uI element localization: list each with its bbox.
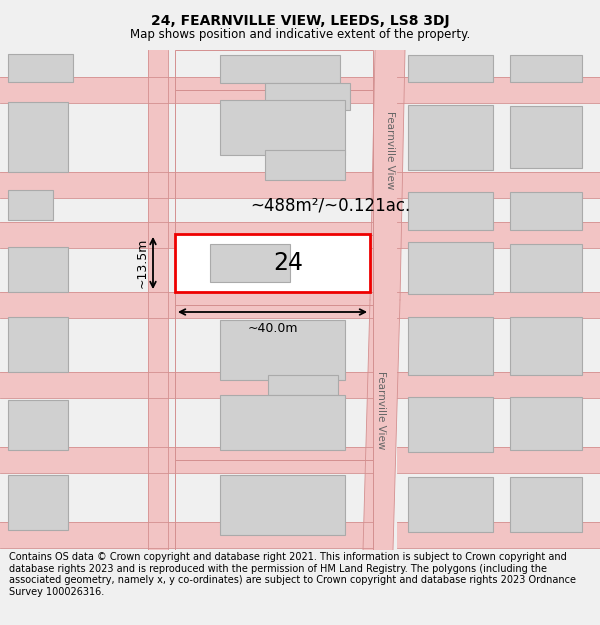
Bar [175,305,373,460]
Bar [510,192,582,230]
Bar [510,317,582,375]
Bar [268,375,338,395]
Bar [408,55,493,82]
Bar [220,395,345,450]
Bar [220,55,340,83]
Text: ~40.0m: ~40.0m [247,322,298,335]
Bar [175,235,373,305]
Bar [175,90,373,235]
Text: ~488m²/~0.121ac.: ~488m²/~0.121ac. [250,196,410,214]
Bar [265,83,350,110]
Text: Fearnville View: Fearnville View [376,371,386,449]
Bar [175,50,373,90]
Bar [8,54,73,82]
Bar [510,55,582,82]
Text: Contains OS data © Crown copyright and database right 2021. This information is : Contains OS data © Crown copyright and d… [9,552,576,597]
Bar [510,397,582,450]
Bar [8,247,68,292]
Bar [8,102,68,172]
Bar [408,192,493,230]
Bar [408,242,493,294]
Bar [408,477,493,532]
Bar [408,105,493,170]
Bar [220,100,345,155]
Bar [210,244,290,282]
Text: ~13.5m: ~13.5m [136,238,149,288]
Bar [220,475,345,535]
Polygon shape [363,300,400,550]
Bar [8,317,68,372]
Bar [175,460,373,550]
Text: 24: 24 [273,251,303,275]
Text: 24, FEARNVILLE VIEW, LEEDS, LS8 3DJ: 24, FEARNVILLE VIEW, LEEDS, LS8 3DJ [151,14,449,28]
Bar [510,244,582,292]
Polygon shape [370,50,405,300]
Bar [175,234,370,292]
Bar [408,397,493,452]
Bar [510,106,582,168]
Bar [8,475,68,530]
Text: Map shows position and indicative extent of the property.: Map shows position and indicative extent… [130,28,470,41]
Bar [265,150,345,180]
Bar [220,320,345,380]
Bar [8,400,68,450]
Bar [408,317,493,375]
Bar [510,477,582,532]
Bar [8,190,53,220]
Text: Fearnville View: Fearnville View [385,111,395,189]
